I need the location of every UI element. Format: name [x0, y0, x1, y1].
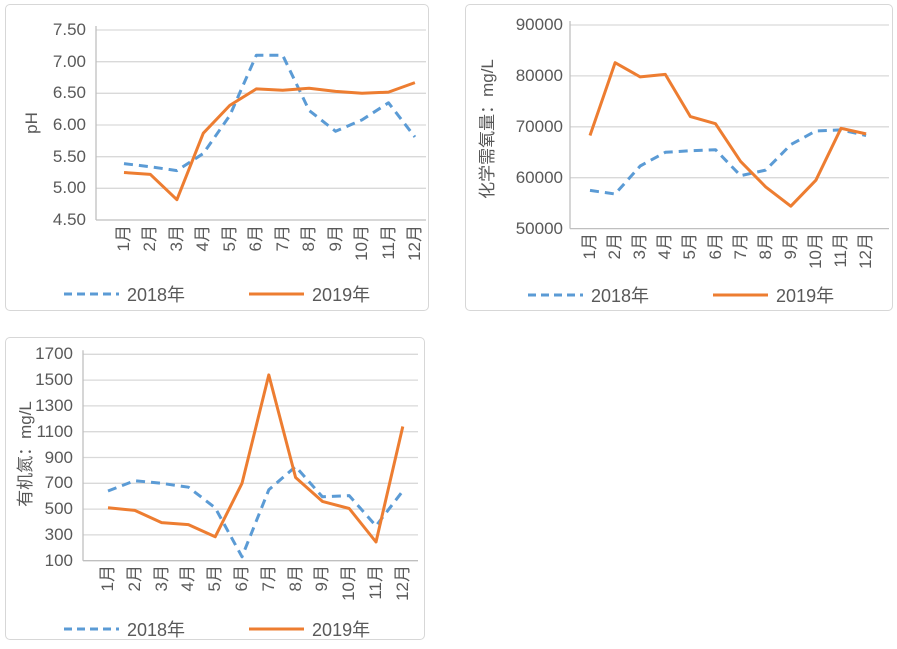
- y-tick-label: 7.50: [52, 20, 86, 39]
- x-tick-label: 2月: [140, 225, 160, 252]
- cod-chart-panel: 90000 80000 70000 60000 50000 1月 2月 3月 4月 5月 6月 7月 8…: [465, 4, 893, 311]
- y-axis-title: 有机氮：mg/L: [16, 401, 35, 507]
- legend-item: 2018年: [64, 616, 185, 642]
- y-tick-label: 1300: [35, 395, 73, 415]
- x-tick-label: 4月: [178, 565, 198, 592]
- legend: 2018年 2019年: [64, 281, 370, 307]
- x-tick-label: 6月: [246, 225, 266, 252]
- x-tick-label: 9月: [780, 233, 800, 260]
- y-tick-label: 100: [44, 550, 73, 570]
- x-tick-label: 11月: [831, 233, 850, 268]
- legend-label: 2018年: [127, 285, 186, 305]
- series-line-2018年: [589, 128, 867, 196]
- legend-item: 2019年: [249, 616, 370, 642]
- y-tick-label: 70000: [515, 116, 563, 136]
- series-line-2018年: [123, 53, 417, 173]
- legend-label: 2019年: [312, 620, 371, 640]
- x-tick-label: 12月: [856, 233, 876, 269]
- x-tick-label: 5月: [205, 565, 225, 592]
- legend: 2018年 2019年: [528, 282, 834, 308]
- y-axis-title: pH: [22, 112, 41, 134]
- y-tick-label: 1100: [36, 421, 73, 441]
- y-tick-label: 6.50: [52, 83, 86, 103]
- plot-area: [95, 26, 426, 221]
- y-tick-label: 7.00: [52, 51, 86, 71]
- organic-nitrogen-chart-panel: 1700 1500 1300 1100 900 700 500 300 100 1月 2月 3月 4月 5…: [5, 337, 425, 640]
- legend-line-sample: [713, 293, 769, 297]
- legend-line-sample: [249, 292, 305, 296]
- x-tick-label: 1月: [114, 225, 133, 252]
- x-tick-label: 12月: [392, 565, 412, 601]
- x-tick-label: 11月: [378, 225, 398, 260]
- x-tick-label: 10月: [352, 225, 372, 261]
- x-tick-label: 2月: [605, 233, 625, 260]
- x-tick-label: 7月: [730, 233, 750, 260]
- x-tick-label: 3月: [166, 225, 186, 252]
- legend-label: 2019年: [312, 285, 371, 305]
- x-tick-label: 8月: [755, 233, 775, 260]
- legend-line-sample: [249, 627, 305, 631]
- legend-item: 2018年: [64, 281, 185, 307]
- legend-label: 2019年: [776, 286, 835, 306]
- x-tick-label: 7月: [272, 225, 292, 252]
- x-tick-label: 1月: [580, 233, 599, 260]
- series-line-2019年: [588, 61, 867, 208]
- x-tick-label: 5月: [219, 225, 239, 252]
- x-tick-label: 12月: [404, 225, 424, 261]
- x-tick-label: 10月: [339, 565, 359, 601]
- x-tick-label: 3月: [151, 565, 171, 592]
- series-line-2019年: [123, 81, 416, 202]
- x-tick-label: 8月: [285, 565, 305, 592]
- x-tick-label: 8月: [299, 225, 319, 252]
- y-tick-label: 80000: [515, 65, 563, 85]
- x-tick-label: 6月: [232, 565, 251, 592]
- x-tick-label: 2月: [124, 565, 144, 592]
- plot-area: [569, 21, 889, 230]
- y-tick-label: 300: [44, 524, 73, 544]
- legend: 2018年 2019年: [64, 616, 370, 642]
- legend-line-sample: [528, 293, 583, 297]
- series-line-2019年: [107, 373, 405, 544]
- y-tick-label: 1700: [35, 344, 73, 364]
- x-tick-label: 3月: [630, 233, 650, 260]
- x-tick-label: 4月: [193, 225, 213, 252]
- x-tick-label: 6月: [705, 233, 725, 260]
- legend-line-sample: [64, 292, 119, 296]
- x-tick-label: 10月: [805, 233, 825, 269]
- x-tick-label: 1月: [98, 565, 117, 592]
- y-tick-label: 700: [44, 473, 73, 493]
- legend-item: 2018年: [528, 282, 649, 308]
- x-tick-label: 9月: [312, 565, 332, 592]
- legend-item: 2019年: [249, 281, 370, 307]
- ph-chart-panel: 7.50 7.00 6.50 6.00 5.50 5.00 4.50 1月 2月 3月 4月 5月 6月…: [5, 4, 429, 311]
- legend-label: 2018年: [127, 620, 186, 640]
- y-tick-label: 5.00: [52, 178, 86, 198]
- y-axis-title: 化学需氧量：mg/L: [478, 59, 497, 199]
- legend-label: 2018年: [591, 286, 650, 306]
- y-tick-label: 900: [44, 447, 73, 467]
- x-tick-label: 4月: [655, 233, 675, 260]
- x-tick-label: 5月: [680, 233, 700, 260]
- x-tick-label: 11月: [366, 565, 385, 600]
- y-tick-label: 5.50: [52, 146, 86, 166]
- x-tick-label: 9月: [325, 225, 345, 252]
- x-tick-label: 7月: [258, 565, 278, 592]
- legend-line-sample: [64, 627, 119, 631]
- y-tick-label: 4.50: [52, 210, 86, 229]
- y-tick-label: 50000: [515, 218, 563, 238]
- y-tick-label: 500: [44, 499, 73, 519]
- y-tick-label: 6.00: [52, 115, 86, 134]
- series-line-2018年: [107, 465, 404, 559]
- y-tick-label: 60000: [515, 167, 563, 187]
- y-tick-label: 90000: [515, 15, 563, 34]
- y-tick-label: 1500: [35, 370, 73, 390]
- plot-area: [82, 350, 418, 562]
- legend-item: 2019年: [713, 282, 834, 308]
